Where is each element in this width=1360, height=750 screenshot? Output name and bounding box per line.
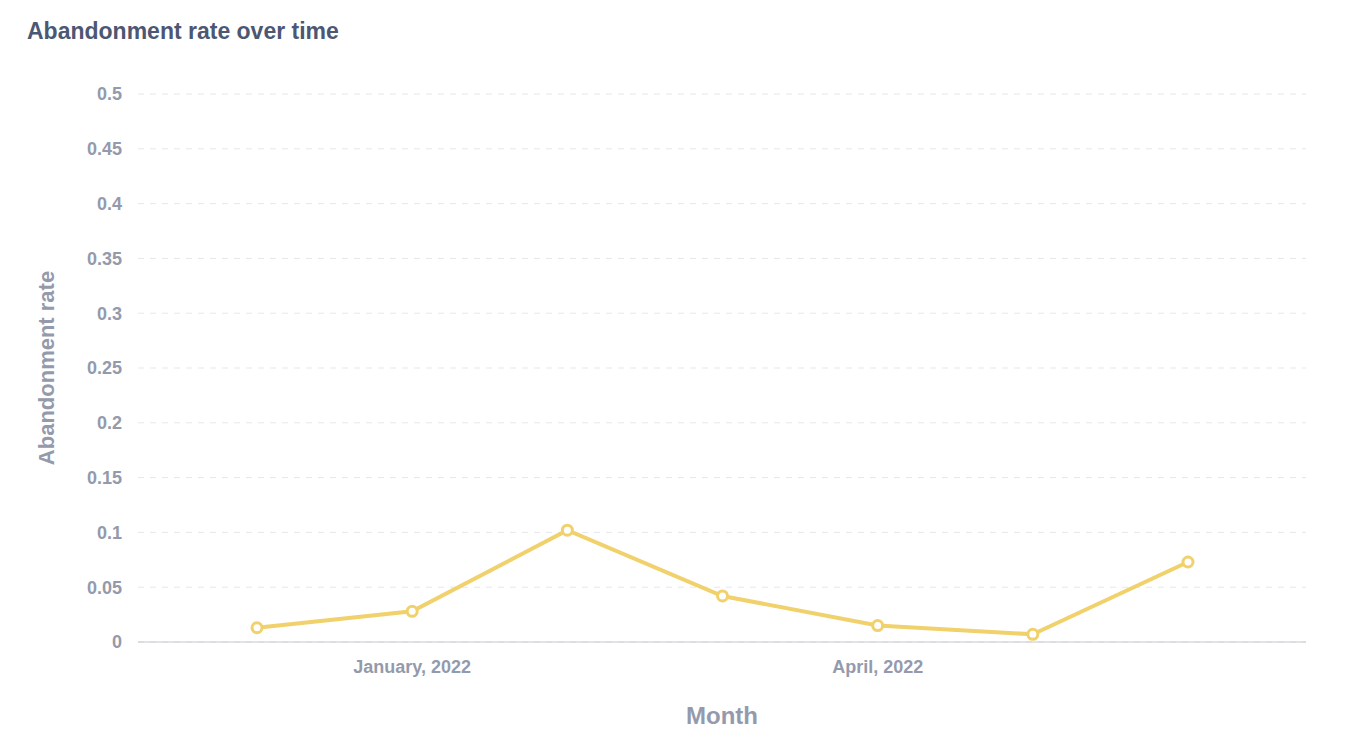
svg-text:0.25: 0.25 (87, 358, 122, 378)
svg-text:January, 2022: January, 2022 (353, 657, 471, 677)
svg-text:0.1: 0.1 (97, 523, 122, 543)
svg-text:0.3: 0.3 (97, 304, 122, 324)
svg-text:0.45: 0.45 (87, 139, 122, 159)
svg-text:0.2: 0.2 (97, 413, 122, 433)
svg-text:0.4: 0.4 (97, 194, 122, 214)
html-text:Month: Month (686, 702, 758, 729)
svg-text:0.15: 0.15 (87, 468, 122, 488)
svg-text:April, 2022: April, 2022 (832, 657, 923, 677)
html-text:Abandonment rate over time: Abandonment rate over time (27, 18, 339, 44)
svg-text:0.35: 0.35 (87, 249, 122, 269)
svg-text:0.05: 0.05 (87, 578, 122, 598)
html-text:Abandonment rate: Abandonment rate (34, 270, 59, 466)
svg-text:0: 0 (112, 632, 122, 652)
svg-text:0.5: 0.5 (97, 84, 122, 104)
